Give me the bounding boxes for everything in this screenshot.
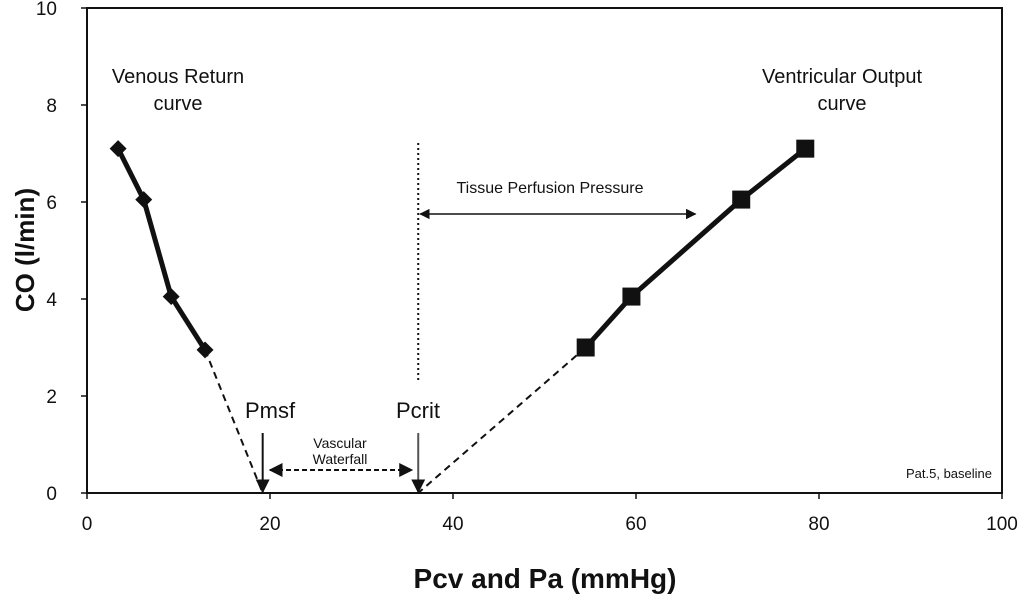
series-line-1 bbox=[583, 146, 807, 350]
venous-data-point bbox=[109, 140, 127, 158]
axis-ticks: 0 20 40 60 80 100 0 2 4 6 8 10 bbox=[36, 0, 1018, 535]
ventricular-data-point bbox=[576, 338, 595, 357]
venous-data-point bbox=[135, 191, 153, 209]
x-tick-label: 20 bbox=[259, 514, 280, 535]
pmsf-label: Pmsf bbox=[245, 398, 296, 423]
footnote: Pat.5, baseline bbox=[906, 466, 992, 481]
x-tick-label: 80 bbox=[808, 514, 829, 535]
y-axis-label: CO (l/min) bbox=[10, 188, 40, 312]
x-tick-label: 60 bbox=[625, 514, 646, 535]
venous-data-point bbox=[196, 341, 214, 359]
venous-data-point bbox=[162, 288, 180, 306]
extrapolation-line-1 bbox=[417, 346, 587, 494]
waterfall-label-2: Waterfall bbox=[313, 451, 368, 467]
x-axis-label: Pcv and Pa (mmHg) bbox=[414, 563, 677, 594]
ventricular-label-2: curve bbox=[818, 93, 867, 115]
tissue-perfusion-label: Tissue Perfusion Pressure bbox=[456, 180, 643, 197]
pcrit-label: Pcrit bbox=[396, 398, 440, 423]
ventricular-data-point bbox=[622, 287, 641, 306]
y-tick-label: 0 bbox=[46, 484, 57, 505]
venous-label-1: Venous Return bbox=[112, 66, 244, 88]
y-tick-label: 10 bbox=[36, 0, 57, 20]
x-tick-label: 100 bbox=[986, 514, 1018, 535]
x-tick-label: 40 bbox=[442, 514, 463, 535]
venous-label-2: curve bbox=[154, 93, 203, 115]
y-tick-label: 8 bbox=[46, 96, 57, 117]
series-line-0 bbox=[115, 147, 208, 352]
y-tick-label: 2 bbox=[46, 387, 57, 408]
plot-frame bbox=[86, 7, 1003, 494]
waterfall-label-1: Vascular bbox=[313, 435, 367, 451]
y-tick-label: 4 bbox=[46, 290, 57, 311]
ventricular-data-point bbox=[732, 190, 751, 209]
ventricular-data-point bbox=[796, 139, 815, 158]
ventricular-label-1: Ventricular Output bbox=[762, 66, 923, 88]
chart-marks bbox=[109, 139, 815, 494]
x-tick-label: 0 bbox=[82, 514, 93, 535]
y-tick-label: 6 bbox=[46, 193, 57, 214]
extrapolation-line-0 bbox=[204, 349, 264, 494]
